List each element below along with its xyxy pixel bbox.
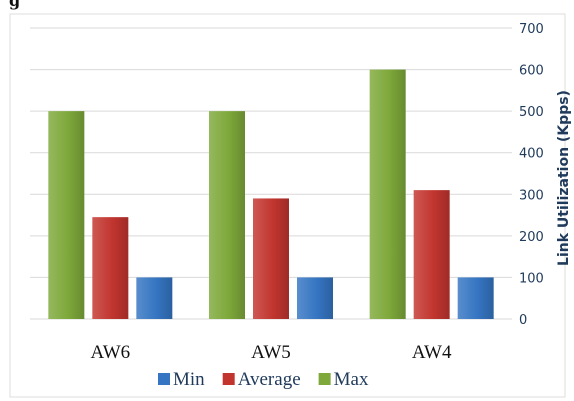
bar-max-aw6 <box>48 111 85 320</box>
bar-average-aw4 <box>413 190 450 319</box>
y-tick-label: 200 <box>519 230 544 245</box>
bar-average-aw6 <box>92 217 129 319</box>
y-tick-label: 100 <box>519 271 544 286</box>
x-tick-label: AW5 <box>251 342 291 363</box>
legend-label-max: Max <box>334 369 369 390</box>
x-tick-label: AW4 <box>412 342 452 363</box>
clipped-header-fragment: g <box>9 0 21 10</box>
bar-max-aw5 <box>209 111 245 320</box>
legend-label-average: Average <box>238 369 301 390</box>
legend-swatch-average <box>222 373 235 385</box>
y-tick-label: 0 <box>519 313 527 328</box>
bar-min-aw4 <box>457 277 494 319</box>
y-tick-label: 300 <box>519 188 544 203</box>
x-tick-label: AW6 <box>91 342 131 363</box>
y-tick-label: 500 <box>519 105 544 120</box>
bar-min-aw5 <box>297 277 333 319</box>
x-axis-ticks: AW6 AW5 AW4 <box>91 342 452 363</box>
bar-min-aw6 <box>136 277 173 319</box>
bars <box>48 69 494 320</box>
y-axis-label: Link Utilization (Kpps) <box>556 90 572 266</box>
legend-label-min: Min <box>173 369 205 390</box>
y-axis-ticks: 0 100 200 300 400 500 600 700 <box>519 22 544 328</box>
y-tick-label: 700 <box>519 22 544 37</box>
legend: Min Average Max <box>158 369 369 390</box>
legend-swatch-max <box>318 373 331 385</box>
legend-swatch-min <box>158 373 170 385</box>
y-tick-label: 600 <box>519 64 544 79</box>
bar-max-aw4 <box>369 69 406 319</box>
bar-average-aw5 <box>253 198 289 319</box>
y-tick-label: 400 <box>519 147 544 162</box>
clipped-header-text: g <box>0 0 574 13</box>
